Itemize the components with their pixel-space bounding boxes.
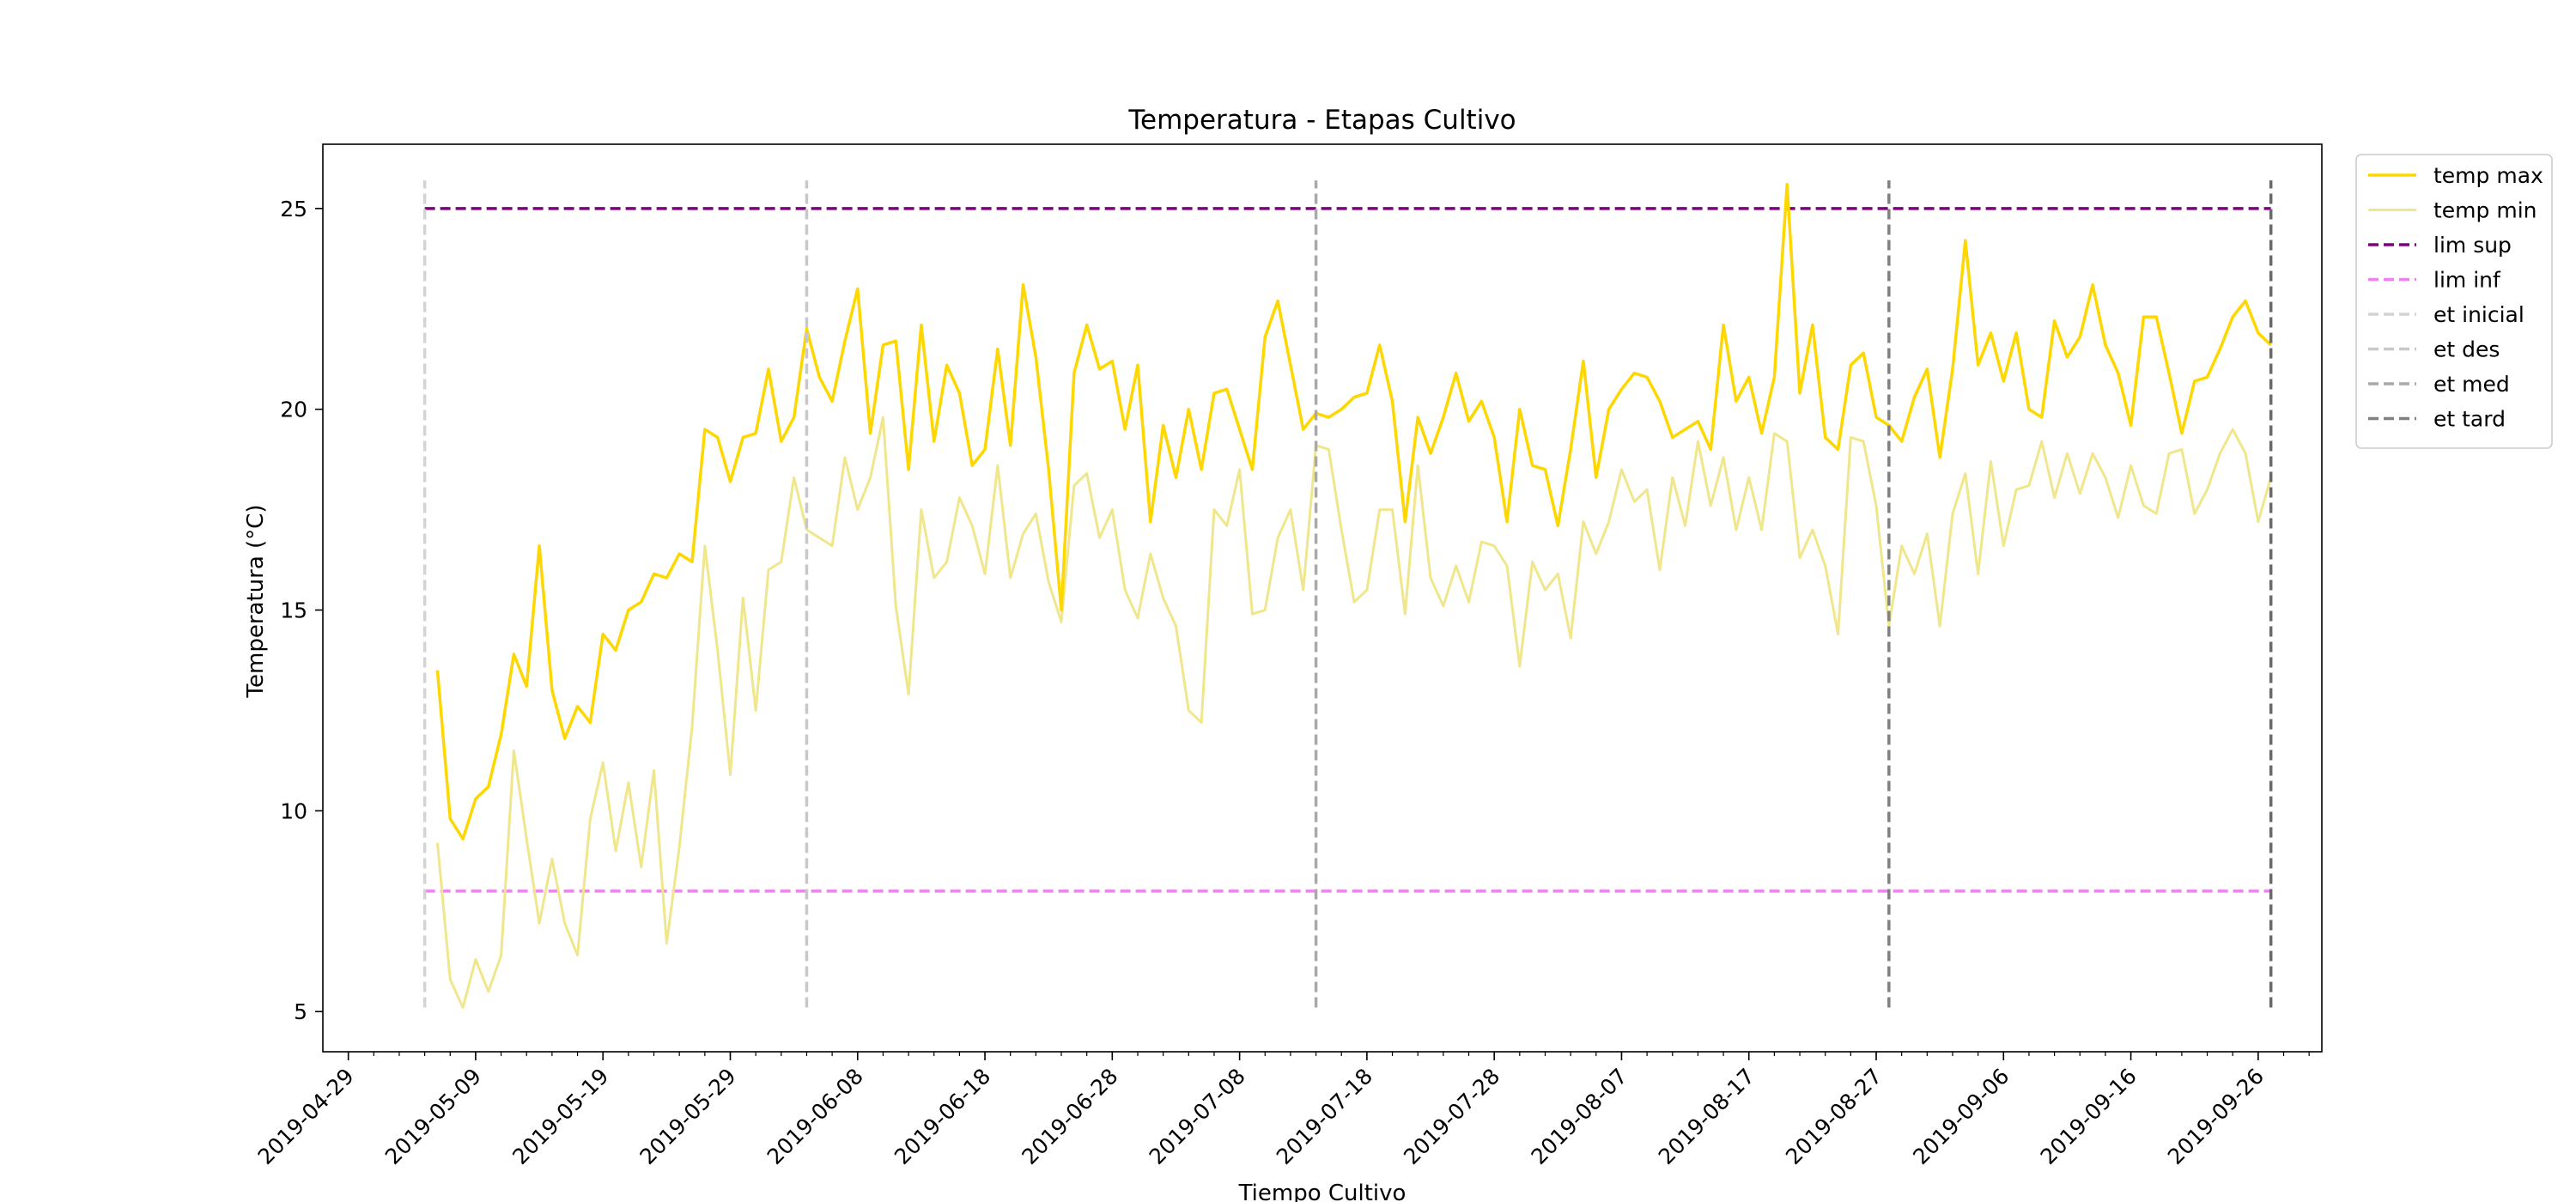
y-tick-label: 5 — [294, 999, 307, 1024]
legend-label: et des — [2433, 337, 2500, 362]
y-tick-label: 15 — [280, 598, 307, 623]
legend-label: et tard — [2433, 407, 2506, 432]
series-temp-min — [435, 416, 2273, 1010]
legend-label: et inicial — [2433, 302, 2524, 327]
legend-label: temp min — [2433, 198, 2537, 223]
x-tick-label: 2019-05-29 — [635, 1064, 740, 1169]
x-axis-label: Tiempo Cultivo — [1238, 1181, 1406, 1202]
y-tick-label: 25 — [280, 197, 307, 222]
legend-label: et med — [2433, 372, 2510, 397]
x-tick-label: 2019-09-06 — [1908, 1064, 2014, 1169]
x-tick-label: 2019-08-17 — [1654, 1064, 1759, 1169]
x-tick-label: 2019-05-09 — [380, 1064, 486, 1169]
x-tick-label: 2019-08-27 — [1781, 1064, 1886, 1169]
legend-label: lim inf — [2433, 268, 2501, 293]
x-tick-label: 2019-05-19 — [507, 1064, 613, 1169]
x-tick-label: 2019-06-08 — [762, 1064, 868, 1169]
legend-label: temp max — [2433, 163, 2543, 188]
plot-frame — [322, 143, 2323, 1053]
legend-label: lim sup — [2433, 233, 2512, 258]
x-tick-label: 2019-06-18 — [890, 1064, 995, 1169]
x-tick-label: 2019-07-18 — [1272, 1064, 1377, 1169]
legend-box — [2355, 154, 2553, 449]
x-tick-label: 2019-06-28 — [1017, 1064, 1122, 1169]
x-tick-label: 2019-04-29 — [253, 1064, 359, 1169]
series-temp-max — [435, 183, 2272, 841]
y-axis-label: Temperatura (°C) — [243, 505, 269, 699]
x-tick-label: 2019-09-26 — [2163, 1064, 2269, 1169]
legend: temp max temp min lim sup lim inf et inicial… — [2355, 154, 2553, 449]
x-tick-label: 2019-07-28 — [1399, 1064, 1504, 1169]
plot-area — [422, 180, 2273, 1010]
x-tick-label: 2019-08-07 — [1526, 1064, 1631, 1169]
x-tick-label: 2019-07-08 — [1145, 1064, 1250, 1169]
y-tick-label: 20 — [280, 398, 307, 422]
y-tick-label: 10 — [280, 798, 307, 823]
chart-title: Temperatura - Etapas Cultivo — [1127, 105, 1516, 136]
x-tick-label: 2019-09-16 — [2036, 1064, 2142, 1169]
